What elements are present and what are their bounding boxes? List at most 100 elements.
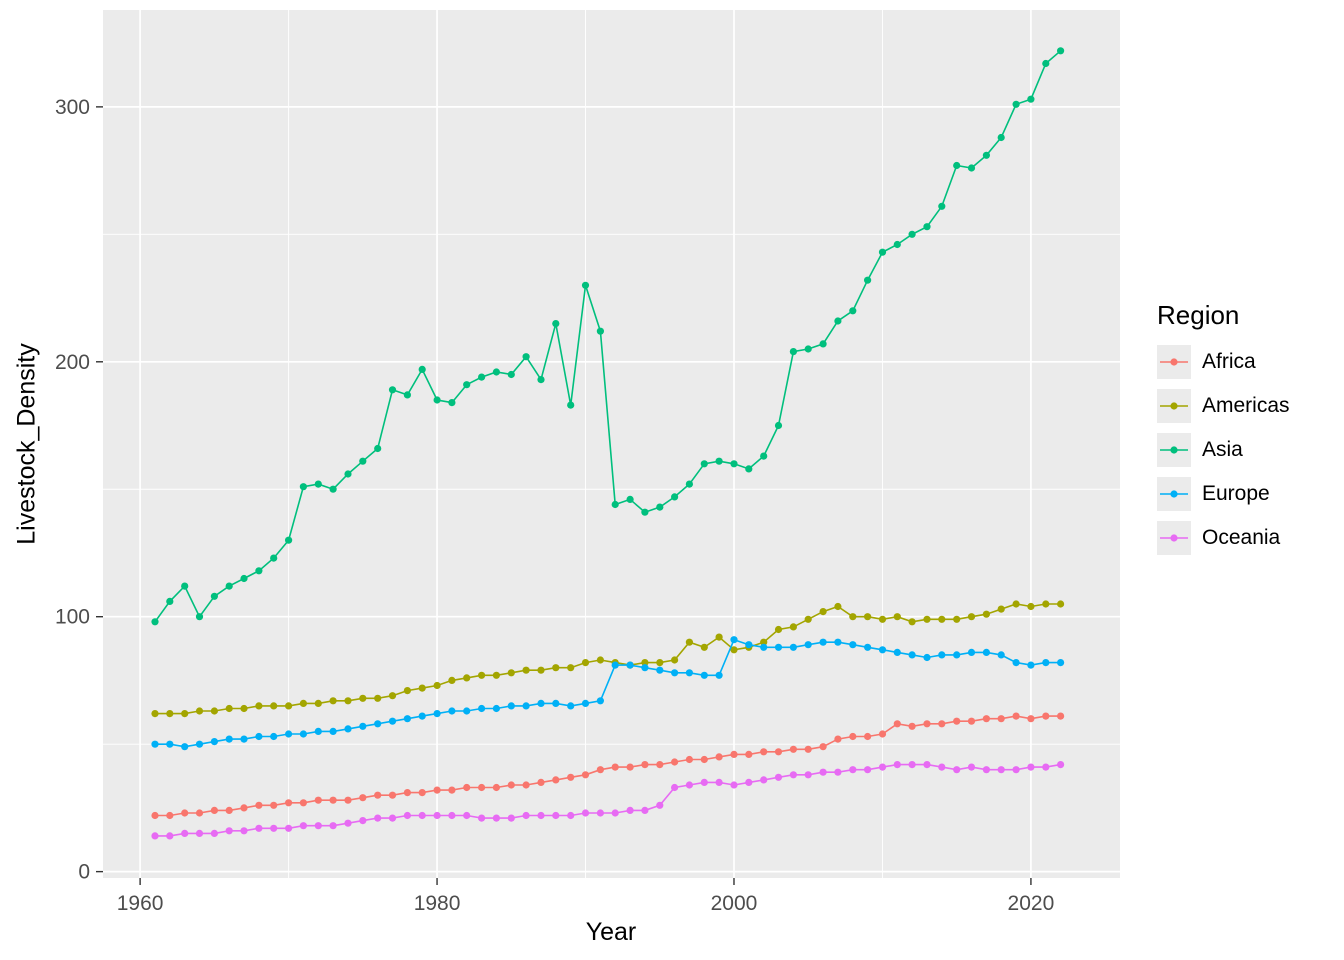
series-points-asia bbox=[151, 47, 1065, 626]
data-point bbox=[878, 763, 887, 771]
data-point bbox=[626, 806, 634, 815]
legend-item-oceania: Oceania bbox=[1157, 521, 1290, 555]
data-point bbox=[893, 613, 901, 621]
data-point bbox=[359, 457, 367, 465]
data-point bbox=[953, 766, 961, 774]
data-point bbox=[849, 307, 857, 315]
data-point bbox=[403, 687, 411, 695]
data-point bbox=[285, 730, 293, 738]
data-point bbox=[374, 694, 382, 702]
data-point bbox=[864, 276, 872, 284]
data-point bbox=[774, 643, 783, 651]
data-point bbox=[893, 720, 901, 728]
data-point bbox=[507, 781, 515, 789]
data-point bbox=[151, 710, 159, 718]
data-point bbox=[685, 755, 694, 764]
data-point bbox=[611, 661, 619, 669]
data-point bbox=[656, 801, 664, 809]
data-point bbox=[671, 656, 679, 664]
data-point bbox=[329, 727, 337, 736]
data-point bbox=[433, 811, 441, 820]
data-point bbox=[463, 674, 471, 682]
data-point bbox=[789, 623, 798, 631]
data-point bbox=[789, 745, 798, 753]
data-point bbox=[893, 240, 901, 249]
data-point bbox=[967, 763, 976, 771]
data-point bbox=[997, 651, 1005, 659]
data-point bbox=[819, 743, 827, 751]
data-point bbox=[1042, 59, 1050, 68]
data-point bbox=[255, 702, 263, 710]
data-point bbox=[819, 340, 827, 348]
data-point bbox=[596, 809, 605, 817]
data-point bbox=[448, 676, 456, 685]
data-point bbox=[329, 796, 337, 804]
data-point bbox=[685, 638, 694, 646]
data-point bbox=[478, 814, 486, 822]
data-point bbox=[314, 822, 322, 830]
data-point bbox=[448, 811, 456, 820]
data-point bbox=[641, 664, 649, 672]
data-point bbox=[210, 806, 218, 815]
data-point bbox=[359, 722, 367, 730]
x-axis-title: Year bbox=[585, 918, 637, 946]
data-point bbox=[166, 740, 174, 748]
legend-key-asia bbox=[1157, 433, 1191, 467]
data-point bbox=[255, 801, 263, 809]
data-point bbox=[522, 781, 530, 789]
data-point bbox=[552, 699, 560, 708]
legend: Region Africa Americas Asia Europe Oceania bbox=[1157, 300, 1290, 565]
data-point bbox=[270, 554, 278, 562]
data-point bbox=[418, 684, 426, 692]
data-point bbox=[641, 806, 649, 815]
data-point bbox=[433, 710, 441, 718]
data-point bbox=[552, 320, 560, 328]
data-point bbox=[552, 811, 560, 820]
data-point bbox=[388, 386, 397, 394]
data-point bbox=[715, 633, 723, 641]
data-point bbox=[388, 717, 397, 725]
data-point bbox=[166, 832, 174, 840]
data-point bbox=[849, 766, 857, 774]
data-point bbox=[374, 444, 382, 453]
data-point bbox=[299, 822, 307, 830]
data-point bbox=[908, 618, 916, 626]
data-point bbox=[849, 641, 857, 649]
data-point bbox=[581, 771, 590, 779]
data-point bbox=[1042, 600, 1050, 608]
data-point bbox=[908, 230, 916, 238]
data-point bbox=[923, 223, 931, 231]
data-point bbox=[285, 536, 293, 544]
data-point bbox=[478, 373, 486, 381]
data-point bbox=[581, 809, 590, 817]
data-point bbox=[166, 597, 174, 606]
y-tick-label: 200 bbox=[55, 351, 90, 374]
series-points-europe bbox=[151, 636, 1065, 751]
data-point bbox=[433, 786, 441, 794]
data-point bbox=[448, 399, 456, 407]
data-point bbox=[953, 651, 961, 659]
data-point bbox=[255, 732, 263, 741]
data-point bbox=[478, 671, 486, 679]
data-point bbox=[849, 732, 857, 741]
data-point bbox=[804, 615, 812, 623]
data-point bbox=[656, 666, 664, 674]
data-point bbox=[982, 648, 991, 657]
data-point bbox=[849, 613, 857, 621]
legend-label: Europe bbox=[1202, 482, 1270, 505]
data-point bbox=[374, 814, 382, 822]
data-point bbox=[685, 781, 694, 789]
data-point bbox=[715, 778, 723, 787]
data-point bbox=[195, 740, 204, 748]
data-point bbox=[715, 671, 723, 679]
data-point bbox=[195, 613, 204, 621]
data-point bbox=[908, 761, 916, 769]
data-point bbox=[403, 391, 411, 399]
data-point bbox=[285, 799, 293, 807]
data-point bbox=[864, 613, 872, 621]
data-point bbox=[982, 715, 991, 723]
data-point bbox=[507, 370, 515, 379]
y-tick-label: 0 bbox=[78, 861, 90, 884]
data-point bbox=[967, 613, 976, 621]
